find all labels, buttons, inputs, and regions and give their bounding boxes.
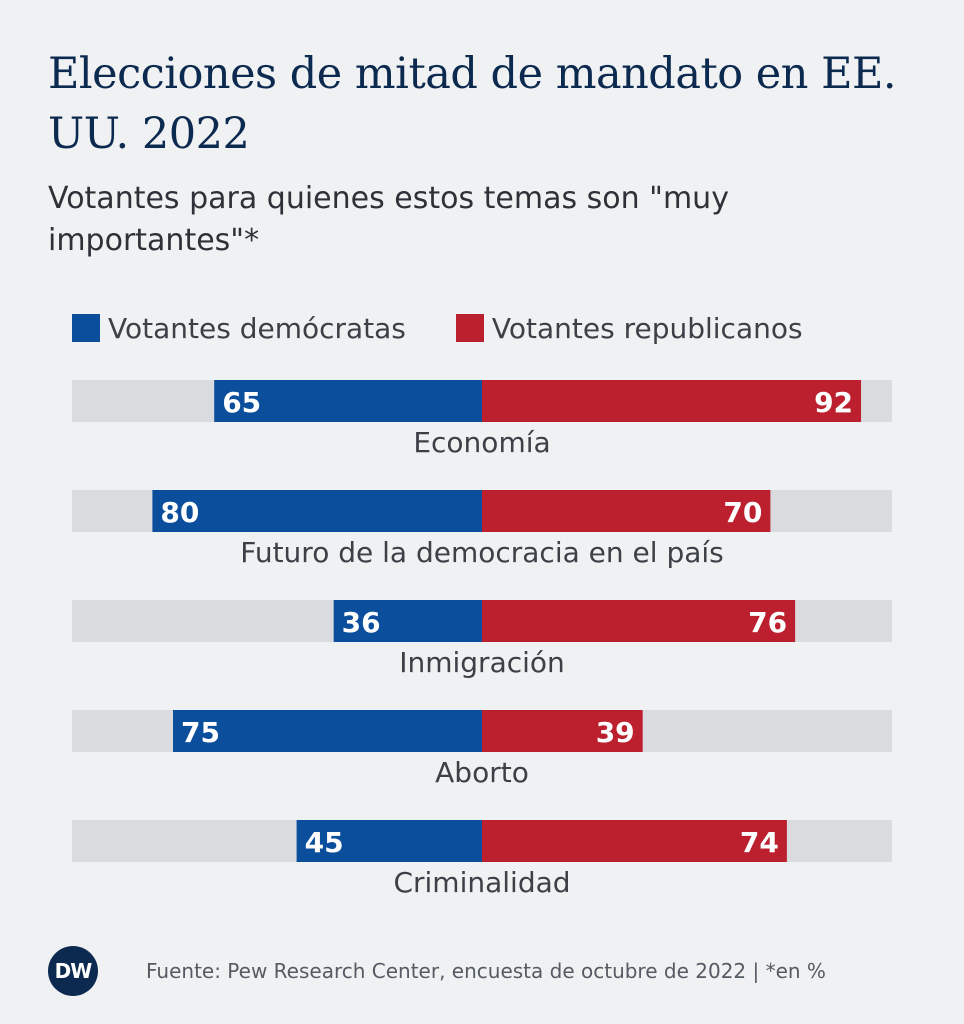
chart-subtitle: Votantes para quienes estos temas son "m… [48,181,729,258]
category-label: Aborto [435,756,529,789]
bar-republicans [482,380,862,422]
legend-swatch-democrats [72,314,100,342]
dw-logo: DW [48,946,98,996]
bar-democrats [333,600,482,642]
value-label-republicans: 70 [723,496,762,529]
value-label-democrats: 36 [342,606,381,639]
bar-republicans [482,490,771,532]
footer: DW Fuente: Pew Research Center, encuesta… [48,946,928,996]
category-label: Economía [413,426,550,459]
value-label-republicans: 76 [748,606,787,639]
diverging-bar-chart: 65 92 Economía 80 70 Futuro de la democracia … [72,380,892,899]
value-label-republicans: 74 [740,826,779,859]
value-label-republicans: 92 [814,386,853,419]
category-label: Futuro de la democracia en el país [240,536,724,569]
legend-label-democrats: Votantes demócratas [108,311,406,345]
value-label-democrats: 45 [305,826,344,859]
category-label: Inmigración [399,646,565,679]
bar-democrats [214,380,482,422]
legend-label-republicans: Votantes republicanos [491,311,803,345]
value-label-democrats: 75 [181,716,220,749]
bar-republicans [482,600,796,642]
value-label-democrats: 80 [160,496,199,529]
source-note: Fuente: Pew Research Center, encuesta de… [146,959,826,983]
bar-democrats [296,820,482,862]
bar-republicans [482,820,787,862]
legend-swatch-republicans [455,314,484,342]
value-label-democrats: 65 [222,386,261,419]
bar-democrats [173,710,482,752]
bar-republicans [482,710,643,752]
chart-title: Elecciones de mitad de mandato en EE. UU… [48,49,897,159]
legend-item-republicans: Votantes republicanos [455,311,803,345]
bar-democrats [152,490,482,532]
value-label-republicans: 39 [596,716,635,749]
category-label: Criminalidad [393,866,570,899]
legend-item-democrats: Votantes demócratas [72,312,406,345]
legend: Votantes demócratas Votantes republicano… [72,306,853,350]
